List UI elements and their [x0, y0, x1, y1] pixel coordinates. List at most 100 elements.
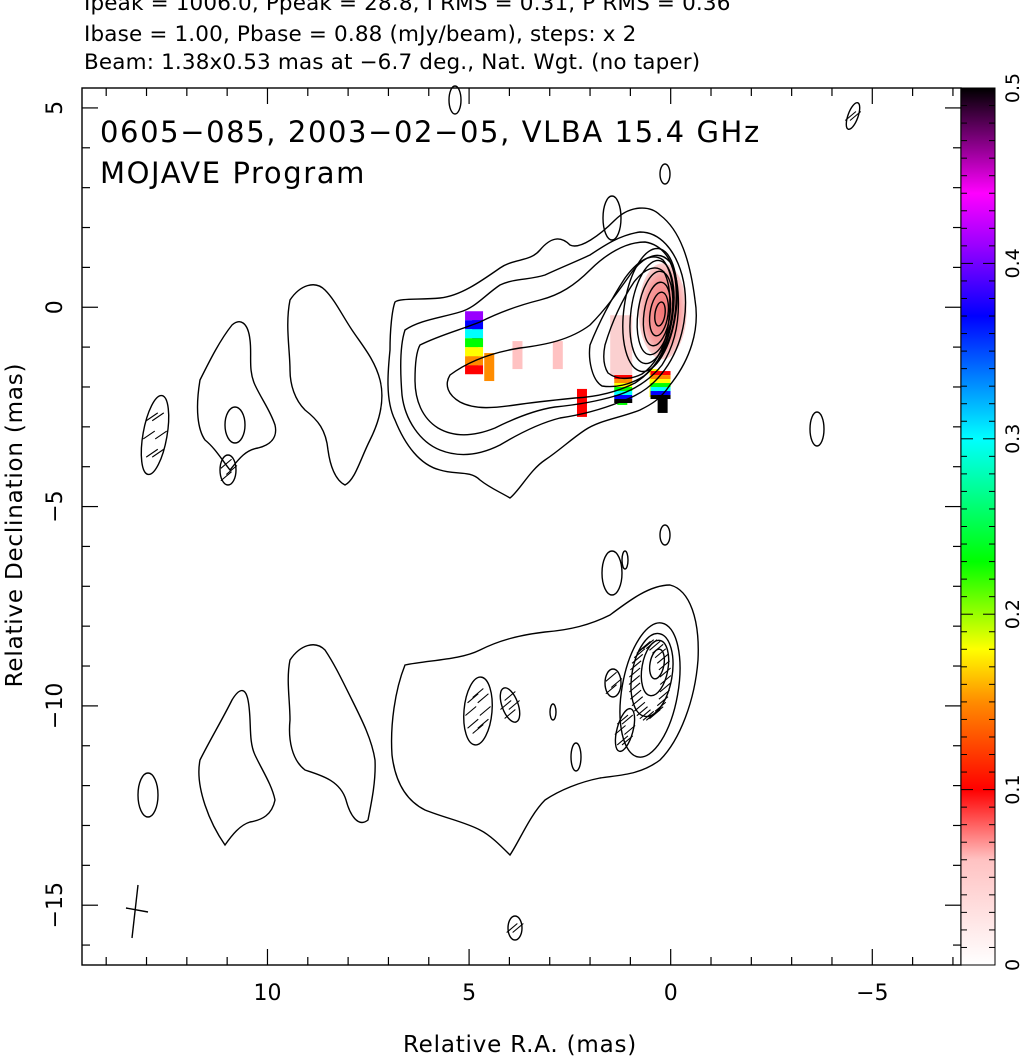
evpa-tick	[504, 709, 516, 719]
contour-blob-f	[448, 85, 462, 115]
polarization-patch	[484, 353, 495, 382]
polarization-patch	[465, 347, 484, 357]
evpa-tick	[645, 639, 658, 650]
evpa-tick	[142, 430, 156, 440]
evpa-tick	[621, 735, 634, 746]
contour-core-5	[648, 291, 670, 337]
evpa-tick	[477, 718, 489, 729]
evpa-tick	[621, 714, 634, 725]
evpa-tick	[467, 693, 479, 704]
colorbar-tick-label: 0	[1002, 959, 1021, 971]
source-label: 0605−085, 2003−02−05, VLBA 15.4 GHz	[100, 115, 761, 149]
contour-lobe-a	[287, 284, 383, 486]
evpa-tick	[616, 735, 629, 746]
y-tick-label: 5	[43, 101, 68, 115]
polarized-intensity-contours	[137, 524, 699, 941]
evpa-tick	[145, 412, 159, 422]
polarization-patch	[614, 395, 633, 400]
lower-blob-i	[604, 668, 622, 698]
evpa-tick	[636, 706, 648, 717]
evpa-tick	[630, 689, 642, 700]
plot-frame: 10 5 0 −5 5 0 −5 −10 −15	[43, 87, 962, 1006]
polarization-patch	[465, 329, 484, 339]
contour-blob-h	[845, 102, 861, 130]
colorbar-tick-label: 0.5	[1002, 73, 1021, 103]
evpa-tick	[642, 710, 655, 721]
lower-core-4	[648, 648, 666, 680]
contour-core-6	[654, 301, 666, 327]
evpa-tick	[654, 648, 667, 659]
lower-blob-f	[499, 687, 521, 723]
polarization-patch	[650, 387, 671, 392]
lower-blob-b	[601, 550, 623, 596]
evpa-tick	[605, 684, 617, 695]
evpa-tick	[154, 430, 168, 440]
evpa-tick	[472, 688, 484, 698]
lower-core-2	[630, 632, 674, 718]
header-base-line: Ibase = 1.00, Pbase = 0.88 (mJy/beam), s…	[84, 22, 637, 47]
header-stats-line: Ipeak = 1006.0, Ppeak = 28.8, I RMS = 0.…	[84, 0, 731, 16]
lower-core-1	[619, 622, 681, 758]
lower-blob-h	[570, 742, 582, 772]
lower-blob-a	[137, 772, 159, 818]
contour-core-3	[636, 270, 674, 356]
polarization-patch	[614, 387, 633, 392]
evpa-tick	[610, 678, 623, 688]
evpa-tick	[639, 709, 651, 720]
colorbar-tick-label: 0.4	[1002, 248, 1021, 278]
evpa-tick	[605, 671, 617, 682]
polarization-patch	[614, 375, 633, 380]
evpa-tick	[642, 639, 655, 650]
lower-blob-c	[659, 524, 671, 546]
evpa-tick	[616, 714, 629, 725]
contour-core-1	[622, 247, 678, 373]
evpa-tick	[629, 682, 641, 693]
evpa-tick	[500, 700, 512, 710]
contour-blob-b	[140, 394, 170, 476]
y-axis-label: Relative Declination (mas)	[2, 363, 28, 688]
evpa-tick	[472, 724, 484, 734]
evpa-tick	[844, 111, 857, 121]
evpa-tick	[506, 923, 518, 933]
evpa-tick	[656, 696, 669, 707]
x-tick-label: −5	[856, 981, 888, 1006]
evpa-tick	[631, 696, 644, 707]
polarization-patch	[614, 379, 633, 384]
polarization-patch	[650, 375, 671, 380]
contour-blob-e	[659, 163, 671, 185]
lower-lobe-a	[287, 644, 376, 824]
header-beam-line: Beam: 1.38x0.53 mas at −6.7 deg., Nat. W…	[84, 50, 701, 75]
evpa-tick	[467, 718, 479, 729]
evpa-tick	[225, 465, 238, 475]
contour-blob-d	[602, 195, 622, 241]
evpa-tick	[151, 448, 165, 458]
polarization-patch	[465, 311, 484, 321]
evpa-tick	[630, 660, 642, 671]
evpa-tick	[504, 691, 516, 701]
evpa-vectors	[142, 111, 862, 933]
contour-lobe-b	[196, 321, 277, 472]
evpa-tick	[633, 648, 646, 659]
evpa-tick	[659, 667, 671, 678]
evpa-tick	[656, 653, 669, 664]
lower-contour-outer	[390, 584, 699, 857]
evpa-tick	[645, 710, 658, 721]
core-polarization-patch	[610, 315, 633, 376]
evpa-tick	[658, 660, 670, 671]
x-tick-label: 0	[664, 981, 678, 1006]
contour-core-4	[642, 281, 672, 347]
colorbar-tick-label: 0.3	[1002, 424, 1021, 454]
y-tick-label: −5	[43, 490, 68, 522]
lower-core-3	[640, 639, 670, 697]
contour-blob-a	[224, 406, 246, 444]
lower-blob-g	[549, 703, 557, 721]
polarization-patch	[512, 341, 523, 370]
evpa-tick	[512, 923, 524, 933]
evpa-tick	[654, 701, 667, 712]
evpa-tick	[151, 412, 165, 422]
evpa-tick	[145, 448, 159, 458]
program-label: MOJAVE Program	[100, 156, 366, 190]
lower-lobe-b	[198, 689, 276, 847]
